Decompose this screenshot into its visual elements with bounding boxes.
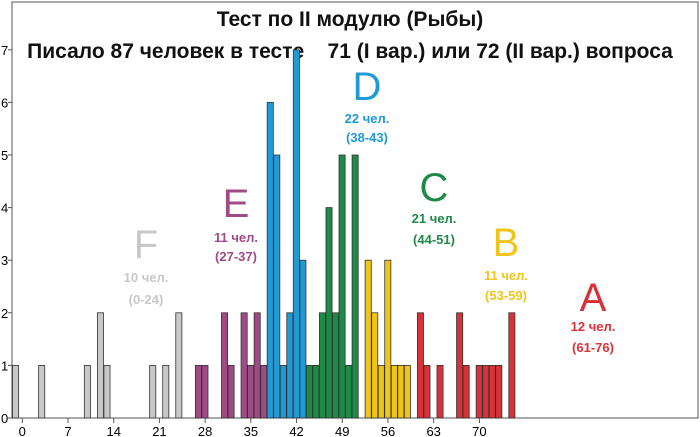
bar-A-70 bbox=[475, 364, 483, 419]
bar-F-3 bbox=[38, 364, 46, 419]
bar-A-75 bbox=[508, 312, 516, 419]
bar-C-47 bbox=[325, 207, 333, 419]
grade-letter: F bbox=[134, 223, 158, 267]
bar-F-22 bbox=[162, 364, 170, 419]
bar-B-58 bbox=[397, 364, 405, 419]
x-tick-label: 42 bbox=[289, 424, 303, 437]
x-tick-label: 28 bbox=[198, 424, 212, 437]
y-tick-label: 5 bbox=[1, 148, 8, 163]
bar-B-56 bbox=[384, 259, 392, 419]
grade-range: (61-76) bbox=[572, 340, 614, 355]
x-tick-label: 21 bbox=[152, 424, 166, 437]
chart-title: Тест по II модулю (Рыбы) bbox=[217, 8, 484, 31]
grade-count: 12 чел. bbox=[571, 319, 616, 334]
bar-D-43 bbox=[299, 259, 307, 419]
y-tick-label: 2 bbox=[1, 306, 8, 321]
grade-count: 11 чел. bbox=[484, 268, 528, 283]
grade-group-C: C21 чел. (44-51) bbox=[412, 166, 457, 247]
y-tick-label: 3 bbox=[1, 253, 8, 268]
bar-D-39 bbox=[273, 154, 281, 419]
bar-A-64 bbox=[436, 364, 444, 419]
x-tick-label: 70 bbox=[472, 424, 486, 437]
x-axis: 0 7 14 21 28 35 42 49 56 63 70 bbox=[19, 418, 487, 437]
bar-A-73 bbox=[495, 364, 503, 419]
bar-E-28 bbox=[201, 364, 209, 419]
grade-range: (27-37) bbox=[215, 249, 257, 264]
grade-range: (0-24) bbox=[129, 292, 164, 307]
x-tick-label: 35 bbox=[244, 424, 258, 437]
grade-letter: C bbox=[420, 166, 449, 210]
bar-C-48 bbox=[332, 312, 340, 419]
x-tick-label: 49 bbox=[335, 424, 349, 437]
bar-C-45 bbox=[312, 364, 320, 419]
grade-letter: B bbox=[493, 221, 520, 265]
grade-range: (38-43) bbox=[346, 130, 388, 145]
bar-A-71 bbox=[482, 364, 490, 419]
grade-group-D: D 22 чел. (38-43) bbox=[345, 65, 390, 145]
grade-group-F: F 10 чел. (0-24) bbox=[124, 223, 169, 307]
x-tick-label: 63 bbox=[426, 424, 440, 437]
bar-C-50 bbox=[345, 364, 353, 419]
grade-group-E: E 11 чел. (27-37) bbox=[214, 182, 258, 264]
bar-D-41 bbox=[286, 312, 294, 419]
bars-layer bbox=[12, 49, 516, 419]
bar-F--1 bbox=[12, 364, 20, 419]
bar-A-61 bbox=[416, 312, 424, 419]
bar-E-32 bbox=[227, 364, 235, 419]
bar-C-49 bbox=[338, 154, 346, 419]
y-axis: 0 1 2 3 4 5 6 7 bbox=[1, 43, 12, 426]
bar-C-46 bbox=[319, 312, 326, 419]
bar-A-62 bbox=[423, 364, 431, 419]
bar-D-40 bbox=[279, 364, 287, 419]
y-tick-label: 6 bbox=[1, 95, 8, 110]
bar-F-12 bbox=[96, 312, 104, 419]
bar-D-38 bbox=[266, 102, 274, 419]
x-tick-label: 0 bbox=[19, 424, 26, 437]
bar-B-55 bbox=[377, 364, 385, 419]
bar-F-10 bbox=[83, 364, 91, 419]
grade-groups: F 10 чел. (0-24) E 11 чел. (27-37) D 22 чел. (38… bbox=[124, 65, 616, 355]
x-tick-label: 56 bbox=[381, 424, 395, 437]
bar-D-42 bbox=[292, 49, 300, 419]
y-tick-label: 7 bbox=[1, 43, 8, 58]
grade-letter: E bbox=[223, 182, 250, 226]
bar-A-67 bbox=[456, 312, 464, 419]
grade-count: 22 чел. bbox=[345, 111, 390, 126]
bar-E-35 bbox=[247, 364, 255, 419]
bar-E-31 bbox=[221, 312, 229, 419]
y-tick-label: 1 bbox=[1, 358, 8, 373]
grade-range: (53-59) bbox=[485, 288, 527, 303]
bar-F-20 bbox=[149, 364, 157, 419]
grade-letter: D bbox=[353, 65, 382, 109]
grade-count: 21 чел. bbox=[412, 211, 457, 226]
bar-A-72 bbox=[488, 364, 496, 419]
bar-B-59 bbox=[403, 364, 411, 419]
grade-group-B: B 11 чел. (53-59) bbox=[484, 221, 528, 303]
y-tick-label: 4 bbox=[1, 201, 8, 216]
x-tick-label: 14 bbox=[106, 424, 120, 437]
bar-E-37 bbox=[260, 364, 268, 419]
bar-A-68 bbox=[462, 364, 470, 419]
y-tick-label: 0 bbox=[1, 411, 8, 426]
grade-range: (44-51) bbox=[413, 232, 455, 247]
bar-C-51 bbox=[351, 154, 359, 419]
bar-F-13 bbox=[103, 364, 111, 419]
bar-B-53 bbox=[364, 259, 372, 419]
bar-B-57 bbox=[390, 364, 398, 419]
x-tick-label: 7 bbox=[64, 424, 71, 437]
bar-E-36 bbox=[253, 312, 261, 419]
bar-E-34 bbox=[240, 312, 248, 419]
bar-C-44 bbox=[305, 364, 313, 419]
bar-E-27 bbox=[194, 364, 202, 419]
grade-letter: A bbox=[580, 276, 607, 320]
chart-subtitle: Писало 87 человек в тесте 71 (I вар.) ил… bbox=[27, 40, 673, 63]
bar-B-54 bbox=[371, 312, 379, 419]
grade-group-A: A12 чел. (61-76) bbox=[571, 276, 616, 355]
grade-count: 11 чел. bbox=[214, 230, 258, 245]
bar-F-24 bbox=[175, 312, 183, 419]
grade-count: 10 чел. bbox=[124, 270, 169, 285]
